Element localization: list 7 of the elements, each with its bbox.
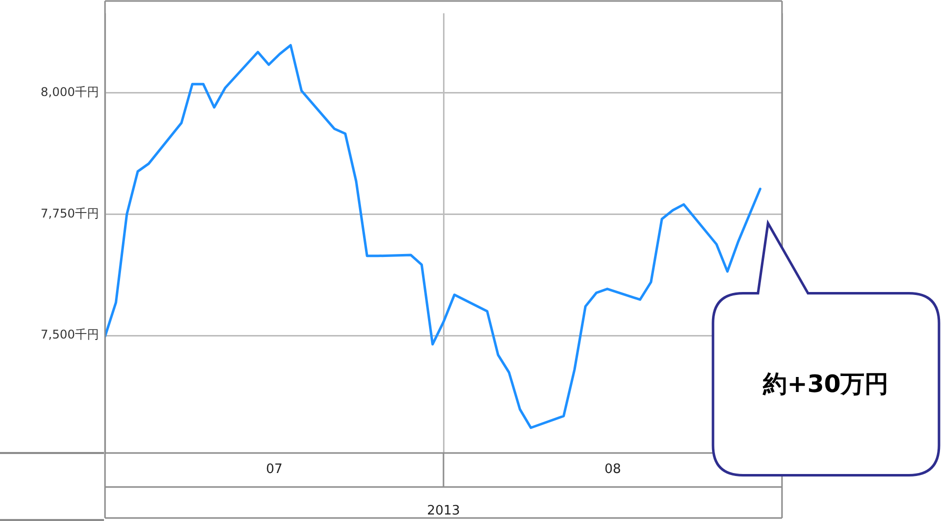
y-tick-label: 7,750千円	[40, 206, 99, 220]
y-tick-label: 8,000千円	[40, 84, 99, 99]
y-tick-label: 7,500千円	[40, 328, 99, 342]
x-axis-title: 2013	[426, 504, 460, 519]
x-tick-label: 08	[604, 462, 622, 478]
x-tick-label: 07	[266, 462, 283, 478]
annotation: 約+30万円	[762, 369, 890, 400]
